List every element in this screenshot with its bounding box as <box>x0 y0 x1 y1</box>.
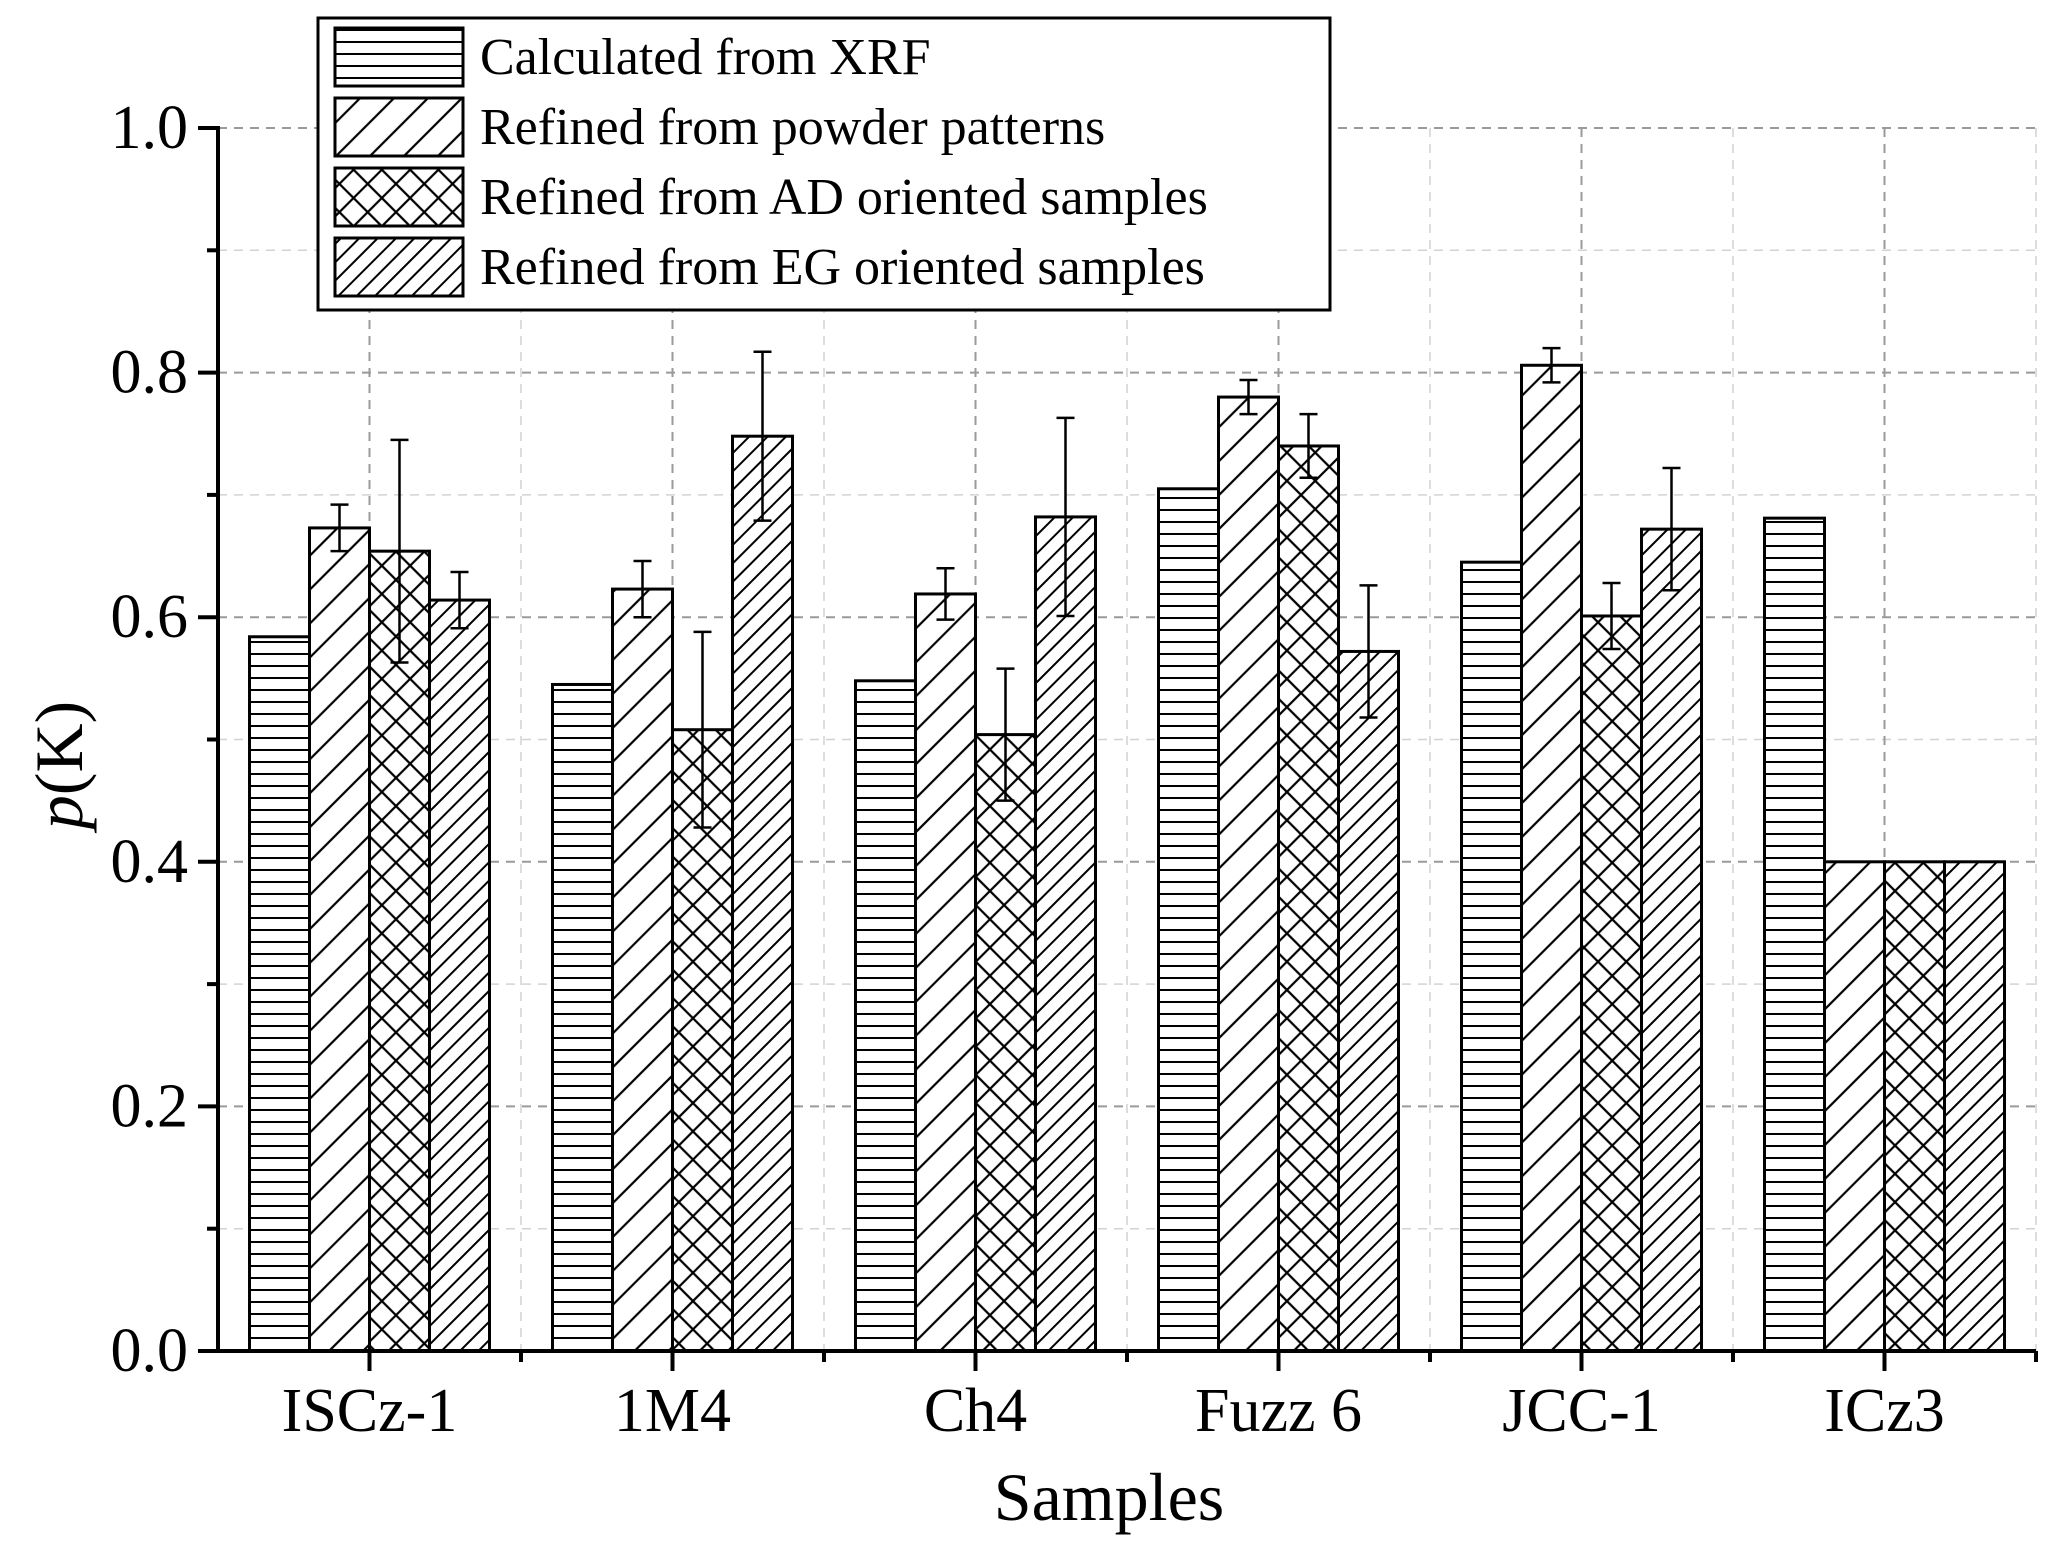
legend-swatch-series-2 <box>333 96 465 158</box>
x-tick-label: ICz3 <box>1824 1377 1945 1445</box>
x-tick-labels: ISCz-1 1M4 Ch4 Fuzz 6 JCC-1 ICz3 <box>282 1377 1945 1445</box>
bar-1m4-series-2 <box>611 587 674 1353</box>
bar-iscz-1-series-2 <box>308 526 371 1353</box>
x-tick-label: Ch4 <box>924 1377 1027 1445</box>
y-tick-label: 1.0 <box>111 94 189 162</box>
bar-jcc-1-series-3 <box>1580 614 1643 1353</box>
x-tick-label: JCC-1 <box>1502 1377 1660 1445</box>
bar-iscz-1-series-1 <box>248 635 311 1353</box>
x-tick-label: 1M4 <box>614 1377 731 1445</box>
y-tick-labels: 0.0 0.2 0.4 0.6 0.8 1.0 <box>111 94 189 1385</box>
legend-label-series-3: Refined from AD oriented samples <box>480 169 1208 226</box>
bar-icz3-series-2 <box>1823 860 1886 1353</box>
bar-icz3-series-1 <box>1763 516 1826 1353</box>
legend-swatch-series-4 <box>333 236 465 298</box>
bar-ch4-series-3 <box>974 733 1037 1353</box>
bar-jcc-1-series-1 <box>1460 560 1523 1353</box>
axes <box>198 126 2038 1371</box>
legend: Calculated from XRF Refined from powder p… <box>316 16 1332 312</box>
x-tick-label: Fuzz 6 <box>1195 1377 1362 1445</box>
x-axis-title: Samples <box>994 1459 1224 1535</box>
bar-icz3-series-3 <box>1883 860 1946 1353</box>
bar-fuzz-6-series-4 <box>1337 649 1400 1353</box>
y-axis-title-unit: (K) <box>21 701 97 795</box>
bar-ch4-series-4 <box>1034 515 1097 1353</box>
bar-jcc-1-series-2 <box>1520 363 1583 1353</box>
bar-1m4-series-1 <box>551 682 614 1353</box>
legend-label-series-4: Refined from EG oriented samples <box>480 239 1205 296</box>
bar-icz3-series-4 <box>1943 860 2006 1353</box>
bar-iscz-1-series-3 <box>368 549 431 1353</box>
bar-ch4-series-2 <box>914 592 977 1353</box>
error-bars <box>330 346 1681 829</box>
y-tick-label: 0.4 <box>111 828 189 896</box>
legend-swatch-series-3 <box>333 166 465 228</box>
legend-swatch-series-1 <box>333 26 465 88</box>
y-axis-title-symbol: p <box>21 795 97 833</box>
y-tick-label: 0.2 <box>111 1072 189 1140</box>
y-tick-label: 0.8 <box>111 339 189 407</box>
x-tick-label: ISCz-1 <box>282 1377 458 1445</box>
y-tick-label: 0.0 <box>111 1317 189 1385</box>
y-axis-title: p(K) <box>21 701 97 833</box>
bar-fuzz-6-series-1 <box>1157 487 1220 1353</box>
bar-fuzz-6-series-3 <box>1277 444 1340 1353</box>
y-tick-label: 0.6 <box>111 583 189 651</box>
legend-label-series-2: Refined from powder patterns <box>480 99 1105 156</box>
legend-frame <box>316 16 1332 312</box>
bar-iscz-1-series-4 <box>428 598 491 1353</box>
bar-1m4-series-4 <box>731 434 794 1353</box>
bar-fuzz-6-series-2 <box>1217 395 1280 1353</box>
bar-jcc-1-series-4 <box>1640 527 1703 1353</box>
bar-ch4-series-1 <box>854 679 917 1353</box>
legend-label-series-1: Calculated from XRF <box>480 29 931 86</box>
